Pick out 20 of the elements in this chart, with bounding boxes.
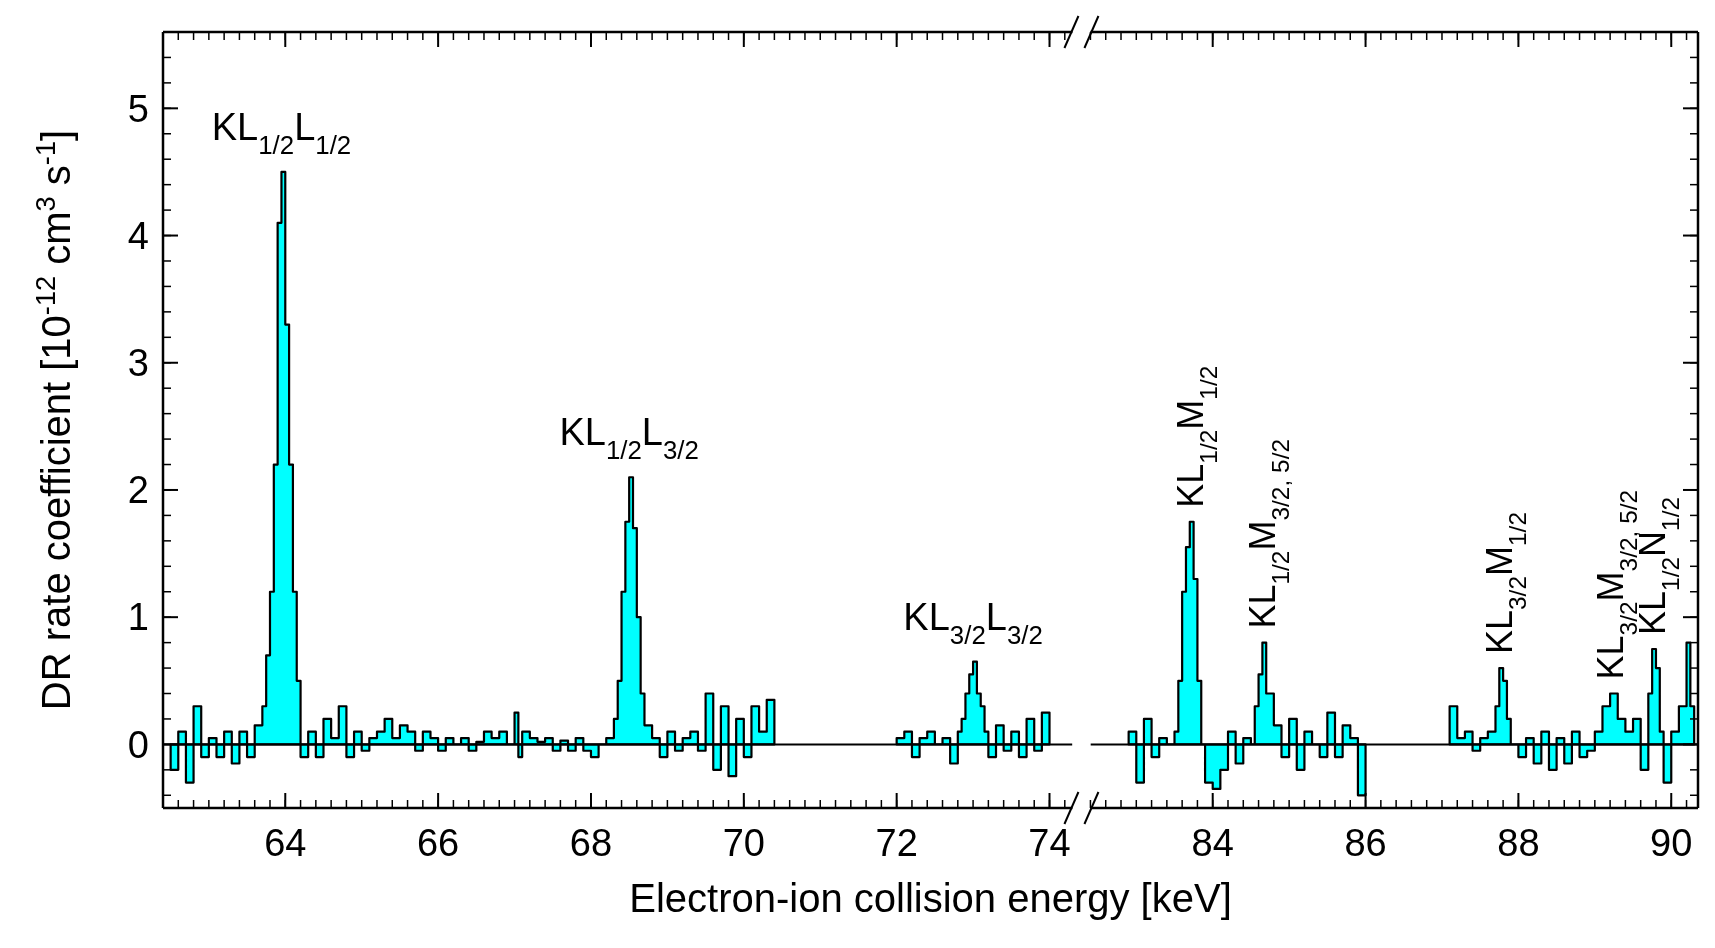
annotation: KL$_{1/2}$L$_{1/2}$: [211, 105, 352, 159]
y-tick-label: 5: [127, 87, 149, 130]
x-tick-label: 64: [264, 822, 307, 864]
y-tick-label: 1: [127, 596, 149, 639]
x-tick-label: 74: [1028, 822, 1071, 864]
y-tick-label: 3: [127, 342, 149, 385]
x-tick-label: 88: [1497, 822, 1540, 864]
x-tick-label: 72: [875, 822, 918, 864]
annotation: KL$_{3/2}$L$_{3/2}$: [903, 595, 1043, 649]
x-tick-label: 66: [416, 822, 460, 864]
y-tick-label: 2: [127, 469, 149, 512]
y-tick-label: 4: [127, 214, 149, 257]
x-tick-label: 84: [1191, 822, 1234, 864]
y-tick-label: 0: [127, 723, 149, 766]
x-tick-label: 68: [569, 822, 613, 864]
annotation: KL$_{1/2}$L$_{3/2}$: [559, 411, 699, 465]
x-tick-label: 86: [1344, 822, 1387, 864]
x-tick-label: 70: [722, 822, 765, 864]
x-tick-label: 90: [1650, 822, 1693, 864]
x-axis-title: Electron-ion collision energy [keV]: [629, 876, 1232, 920]
